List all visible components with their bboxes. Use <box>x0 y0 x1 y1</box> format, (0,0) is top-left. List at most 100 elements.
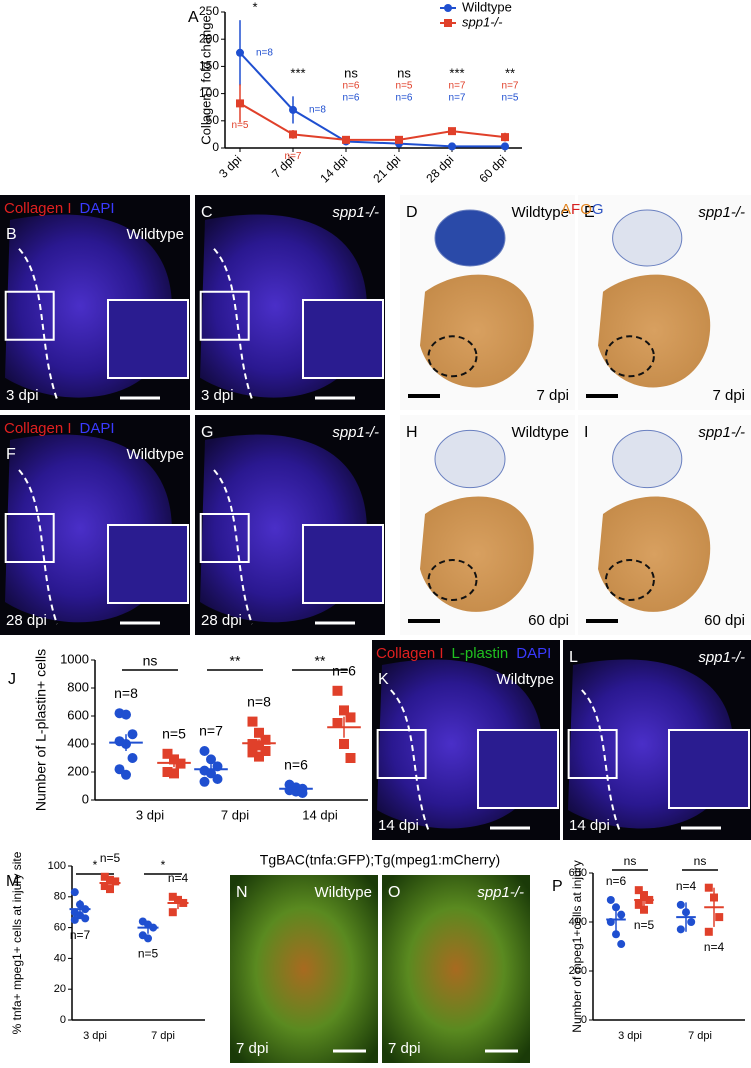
data-point <box>260 746 271 756</box>
n-label: n=6 <box>332 663 356 679</box>
inset-box <box>4 290 55 341</box>
inset-box <box>199 290 250 341</box>
y-tick-label: 200 <box>67 763 89 778</box>
data-point <box>715 913 724 922</box>
significance: ns <box>694 854 707 868</box>
inset <box>107 299 189 379</box>
injury-outline <box>604 559 655 601</box>
data-point <box>127 729 138 740</box>
outflow-tract <box>434 209 506 267</box>
n-label: n=5 <box>502 93 519 104</box>
data-point <box>106 885 114 894</box>
time-label: 7 dpi <box>388 1040 421 1057</box>
time-label: 28 dpi <box>6 612 47 629</box>
data-point <box>111 877 120 886</box>
data-point <box>676 900 685 909</box>
transgenic-header: TgBAC(tnfa:GFP);Tg(mpeg1:mCherry) <box>260 852 500 868</box>
injury-outline <box>427 559 478 601</box>
genotype-label: Wildtype <box>126 226 184 243</box>
injury-outline <box>390 689 430 831</box>
afog-letter: F <box>571 201 580 218</box>
data-point <box>121 769 131 780</box>
n-label: n=6 <box>396 93 413 104</box>
genotype-label: spp1-/- <box>332 424 379 441</box>
n-label: n=6 <box>606 874 627 888</box>
time-label: 7 dpi <box>536 387 569 404</box>
injury-outline <box>604 335 655 378</box>
y-tick-label: 800 <box>67 679 89 694</box>
significance: ns <box>143 653 158 669</box>
inset <box>668 729 750 809</box>
data-point <box>212 774 223 784</box>
n-label: n=6 <box>343 93 360 104</box>
significance: *** <box>449 65 464 80</box>
data-point <box>81 914 90 923</box>
legend-label: spp1-/- <box>462 14 503 29</box>
genotype-label: spp1-/- <box>698 649 745 666</box>
genotype-label: Wildtype <box>511 424 569 441</box>
data-point <box>114 764 125 775</box>
panel-label: N <box>236 884 248 901</box>
outflow-tract <box>612 429 683 489</box>
data-point <box>100 872 109 881</box>
n-label: n=8 <box>309 105 326 116</box>
panel-label: A <box>188 9 199 26</box>
n-label: n=8 <box>256 47 273 58</box>
genotype-label: Wildtype <box>511 204 569 221</box>
image-panel: F Wildtype 28 dpi Collagen I DAPI <box>0 415 190 635</box>
injury-outline <box>18 248 58 400</box>
data-point <box>199 746 210 756</box>
panel-label: K <box>378 671 389 688</box>
panel-label: P <box>552 878 563 895</box>
panel-label: B <box>6 226 17 243</box>
x-tick-label: 14 dpi <box>317 152 350 185</box>
data-point <box>289 130 297 139</box>
significance: ns <box>624 854 637 868</box>
x-tick-label: 14 dpi <box>302 807 338 822</box>
stain-label: DAPI <box>80 420 115 437</box>
panel-label: G <box>201 424 213 441</box>
stain-label: DAPI <box>516 645 551 662</box>
data-point <box>332 718 343 728</box>
n-label: n=8 <box>247 693 271 709</box>
y-tick-label: 80 <box>54 891 66 903</box>
panel-label: L <box>569 649 578 666</box>
data-point <box>162 767 173 777</box>
tissue <box>598 274 711 388</box>
x-tick-label: 3 dpi <box>136 807 164 822</box>
data-point <box>342 135 350 144</box>
data-point <box>70 888 79 897</box>
data-point <box>236 99 244 108</box>
time-label: 7 dpi <box>236 1040 269 1057</box>
time-label: 3 dpi <box>201 387 234 404</box>
y-tick-label: 200 <box>199 31 219 45</box>
image-panel: D Wildtype 7 dpi <box>400 195 575 410</box>
afog-letter: O <box>580 201 592 218</box>
y-axis-label: Number of mpeg1+cells at injury <box>570 860 584 1032</box>
n-label: n=7 <box>502 81 519 92</box>
data-point <box>617 940 626 949</box>
y-tick-label: 200 <box>569 965 587 977</box>
n-label: n=7 <box>449 93 466 104</box>
time-label: 28 dpi <box>201 612 242 629</box>
data-point <box>70 915 79 924</box>
data-point <box>121 709 131 720</box>
x-tick-label: 3 dpi <box>216 152 244 180</box>
data-point <box>634 900 643 909</box>
stain-label: Collagen I <box>4 200 72 217</box>
significance: ** <box>505 65 515 80</box>
data-point <box>704 927 713 936</box>
data-point <box>345 753 356 763</box>
data-point <box>289 105 297 114</box>
data-point <box>448 142 456 151</box>
n-label: n=7 <box>449 81 466 92</box>
panel-label: H <box>406 424 418 441</box>
n-label: n=6 <box>284 756 308 772</box>
data-point <box>501 133 509 142</box>
afog-letter: G <box>592 201 604 218</box>
injury-outline <box>427 335 478 378</box>
